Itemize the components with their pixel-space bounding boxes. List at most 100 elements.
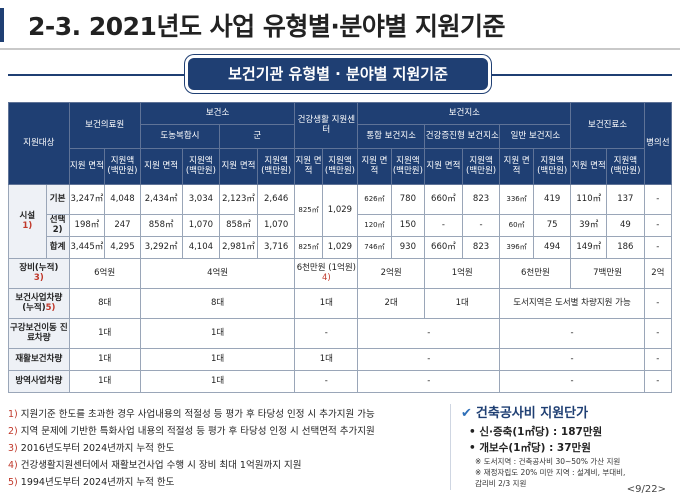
col-area: 지원 면적 bbox=[424, 148, 463, 185]
footnote-number: 5) bbox=[8, 477, 18, 488]
cell: 1억원 bbox=[424, 258, 501, 289]
cell: - bbox=[357, 370, 501, 393]
cell: 120㎡ bbox=[357, 214, 392, 237]
footnote-text: 지역 문제에 기반한 특화사업 내용의 적절성 등 평가 후 타당성 인정 시 … bbox=[20, 426, 375, 437]
subtitle: 보건기관 유형별 · 분야별 지원기준 bbox=[188, 58, 488, 90]
cell: 75 bbox=[532, 214, 572, 237]
footnote-text: 2016년도부터 2024년까지 누적 한도 bbox=[20, 443, 175, 454]
cell: 930 bbox=[390, 236, 426, 259]
cell: 2,123㎡ bbox=[219, 184, 258, 215]
cell: 419 bbox=[532, 184, 572, 215]
cell: 1대 bbox=[68, 348, 141, 371]
table-row-rehab-vehicle: 재활보건차량 1대 1대 1대 - - - bbox=[8, 348, 673, 371]
title-bar: 2-3. 2021년도 사업 유형별·분야별 지원기준 bbox=[0, 0, 680, 50]
cell: - bbox=[294, 370, 359, 393]
cell: 746㎡ bbox=[357, 236, 392, 259]
header-integrated-branch: 통합 보건지소 bbox=[357, 124, 426, 149]
cell: 858㎡ bbox=[219, 214, 258, 237]
footnote-text: 1994년도부터 2024년까지 누적 한도 bbox=[20, 477, 175, 488]
cell: 2,434㎡ bbox=[139, 184, 183, 215]
footnote: 1) 지원기준 한도를 초과한 경우 사업내용의 적절성 등 평가 후 타당성 … bbox=[8, 406, 438, 423]
table-row-vehicle: 보건사업차량 (누적)5) 8대 8대 1대 2대 1대 도서지역은 도서별 차… bbox=[8, 288, 673, 319]
cell: 1,029 bbox=[321, 236, 359, 259]
header-gun: 군 bbox=[219, 124, 296, 149]
cell: 494 bbox=[532, 236, 572, 259]
col-area: 지원 면적 bbox=[570, 148, 608, 185]
footnote-number: 1) bbox=[8, 409, 18, 420]
footnote: 3) 2016년도부터 2024년까지 누적 한도 bbox=[8, 440, 438, 457]
cell: 149㎡ bbox=[570, 236, 608, 259]
equipment-label: 장비(누적) bbox=[19, 262, 59, 273]
page-title: 2-3. 2021년도 사업 유형별·분야별 지원기준 bbox=[28, 12, 506, 41]
cell: 39㎡ bbox=[570, 214, 608, 237]
cell: 1,070 bbox=[256, 214, 296, 237]
cell: - bbox=[643, 184, 673, 215]
header-clinic: 보건진료소 bbox=[570, 102, 645, 149]
cell: 2,981㎡ bbox=[219, 236, 258, 259]
sub-label: 기본 bbox=[45, 184, 70, 215]
cell: 1,070 bbox=[181, 214, 221, 237]
cell: 336㎡ bbox=[499, 184, 534, 215]
col-area: 지원 면적 bbox=[499, 148, 534, 185]
cell: - bbox=[643, 214, 673, 237]
cell: 247 bbox=[104, 214, 141, 237]
cell: 825㎡ bbox=[294, 236, 323, 259]
page-number: <9/22> bbox=[626, 484, 666, 495]
row-label-mobile-clinic: 구강보건이동 진료차량 bbox=[8, 318, 70, 349]
col-amount: 지원액 (백만원) bbox=[606, 148, 645, 185]
cell: 3,247㎡ bbox=[68, 184, 106, 215]
cell: 2억 bbox=[643, 258, 673, 289]
cell: - bbox=[499, 348, 645, 371]
construction-cost-title-text: 건축공사비 지원단가 bbox=[475, 406, 589, 421]
equipment-hlc-note: 4) bbox=[321, 272, 331, 283]
cell: 60㎡ bbox=[499, 214, 534, 237]
table-row-mobile-clinic: 구강보건이동 진료차량 1대 1대 - - - - bbox=[8, 318, 673, 349]
remodel-cost: • 개보수(1㎡당) : 37만원 bbox=[469, 442, 591, 454]
cell: 2억원 bbox=[357, 258, 426, 289]
cell: 1대 bbox=[294, 348, 359, 371]
footnote-text: 건강생활지원센터에서 재활보건사업 수행 시 장비 최대 1억원까지 지원 bbox=[20, 460, 302, 471]
cell: 2,646 bbox=[256, 184, 296, 215]
table-row-equipment: 장비(누적) 3) 6억원 4억원 6천만원 (1억원) 4) 2억원 1억원 … bbox=[8, 258, 673, 289]
cell: - bbox=[499, 370, 645, 393]
header-health-life-center: 건강생활 지원센터 bbox=[294, 102, 359, 149]
equipment-note: 3) bbox=[33, 272, 44, 283]
cell: 6천만원 (1억원) 4) bbox=[294, 258, 359, 289]
footnote-number: 3) bbox=[8, 443, 18, 454]
col-amount: 지원액 (백만원) bbox=[104, 148, 141, 185]
row-label-vehicle: 보건사업차량 (누적)5) bbox=[8, 288, 70, 319]
cell: 110㎡ bbox=[570, 184, 608, 215]
facility-label: 시설 bbox=[19, 210, 36, 221]
footnote: 4) 건강생활지원센터에서 재활보건사업 수행 시 장비 최대 1억원까지 지원 bbox=[8, 457, 438, 474]
header-health-center: 보건소 bbox=[139, 102, 296, 125]
cell: 1대 bbox=[139, 348, 296, 371]
row-label-pest-vehicle: 방역사업차량 bbox=[8, 370, 70, 393]
cell: - bbox=[424, 214, 463, 237]
cell: - bbox=[499, 318, 645, 349]
cell: 1대 bbox=[68, 318, 141, 349]
table-row-facility-total: 합계 3,445㎡ 4,295 3,292㎡ 4,104 2,981㎡ 3,71… bbox=[9, 236, 673, 259]
vehicle-note: 5) bbox=[45, 302, 56, 313]
cell: 7백만원 bbox=[570, 258, 645, 289]
cell: 1대 bbox=[424, 288, 501, 319]
cell: 8대 bbox=[68, 288, 141, 319]
cell: 660㎡ bbox=[424, 236, 463, 259]
row-label-equipment: 장비(누적) 3) bbox=[8, 258, 70, 289]
support-criteria-table: 지원대상 보건의료원 보건소 건강생활 지원센터 보건지소 보건진료소 병의선 … bbox=[8, 102, 673, 393]
footnote: 2) 지역 문제에 기반한 특화사업 내용의 적절성 등 평가 후 타당성 인정… bbox=[8, 423, 438, 440]
cell: 1대 bbox=[68, 370, 141, 393]
header-ward: 병의선 bbox=[643, 102, 673, 185]
header-promotion-branch: 건강증진형 보건지소 bbox=[424, 124, 501, 149]
footnotes: 1) 지원기준 한도를 초과한 경우 사업내용의 적절성 등 평가 후 타당성 … bbox=[8, 406, 438, 491]
cell: 6천만원 bbox=[499, 258, 572, 289]
cell: 137 bbox=[606, 184, 645, 215]
col-area: 지원 면적 bbox=[139, 148, 183, 185]
cell: - bbox=[357, 318, 501, 349]
cell: - bbox=[643, 348, 673, 371]
col-amount: 지원액 (백만원) bbox=[256, 148, 296, 185]
col-amount: 지원액 (백만원) bbox=[461, 148, 501, 185]
col-area: 지원 면적 bbox=[294, 148, 323, 185]
cell: 825㎡ bbox=[294, 184, 323, 237]
cell: 780 bbox=[390, 184, 426, 215]
cell: 도서지역은 도서별 차량지원 가능 bbox=[499, 288, 645, 319]
